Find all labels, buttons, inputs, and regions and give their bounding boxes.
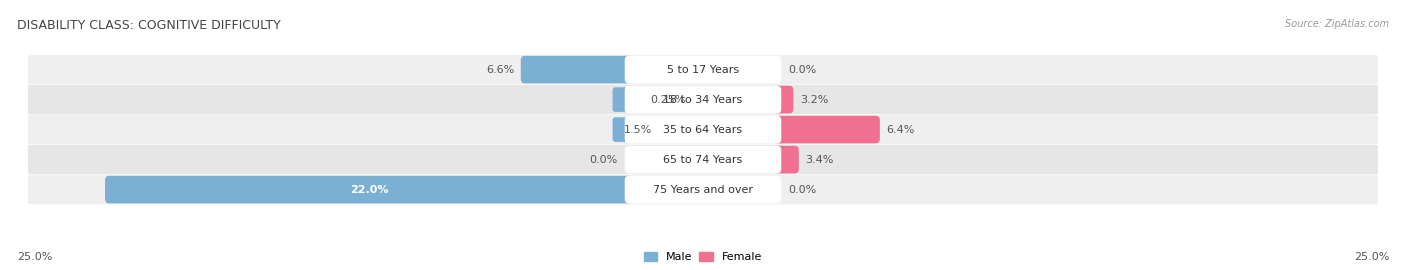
FancyBboxPatch shape [613, 87, 631, 112]
FancyBboxPatch shape [105, 176, 633, 203]
Legend: Male, Female: Male, Female [640, 247, 766, 266]
FancyBboxPatch shape [624, 56, 782, 83]
FancyBboxPatch shape [25, 115, 1381, 144]
FancyBboxPatch shape [624, 116, 782, 143]
Text: Source: ZipAtlas.com: Source: ZipAtlas.com [1285, 19, 1389, 29]
FancyBboxPatch shape [624, 86, 782, 113]
FancyBboxPatch shape [773, 146, 799, 173]
Text: 0.0%: 0.0% [589, 155, 619, 165]
Text: DISABILITY CLASS: COGNITIVE DIFFICULTY: DISABILITY CLASS: COGNITIVE DIFFICULTY [17, 19, 281, 32]
Text: 18 to 34 Years: 18 to 34 Years [664, 94, 742, 104]
Text: 1.5%: 1.5% [623, 124, 652, 135]
Text: 25.0%: 25.0% [17, 252, 52, 262]
FancyBboxPatch shape [773, 116, 880, 143]
FancyBboxPatch shape [624, 146, 782, 173]
FancyBboxPatch shape [520, 56, 633, 83]
Text: 22.0%: 22.0% [350, 185, 388, 195]
FancyBboxPatch shape [613, 117, 631, 142]
Text: 5 to 17 Years: 5 to 17 Years [666, 65, 740, 75]
Text: 0.0%: 0.0% [787, 65, 817, 75]
Text: 6.6%: 6.6% [486, 65, 515, 75]
FancyBboxPatch shape [25, 175, 1381, 204]
FancyBboxPatch shape [773, 86, 793, 113]
Text: 75 Years and over: 75 Years and over [652, 185, 754, 195]
Text: 3.4%: 3.4% [806, 155, 834, 165]
FancyBboxPatch shape [25, 55, 1381, 84]
Text: 3.2%: 3.2% [800, 94, 828, 104]
Text: 35 to 64 Years: 35 to 64 Years [664, 124, 742, 135]
Text: 0.25%: 0.25% [650, 94, 686, 104]
FancyBboxPatch shape [25, 85, 1381, 114]
FancyBboxPatch shape [624, 176, 782, 203]
Text: 25.0%: 25.0% [1354, 252, 1389, 262]
Text: 65 to 74 Years: 65 to 74 Years [664, 155, 742, 165]
FancyBboxPatch shape [25, 145, 1381, 174]
Text: 0.0%: 0.0% [787, 185, 817, 195]
Text: 6.4%: 6.4% [887, 124, 915, 135]
